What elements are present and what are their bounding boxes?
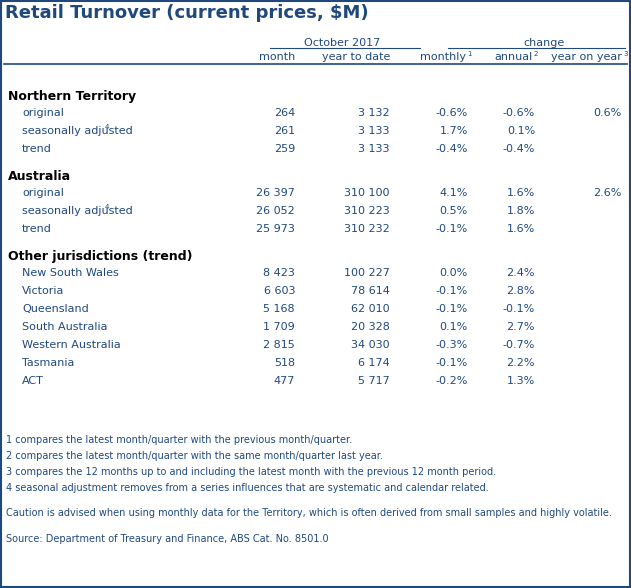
Text: 2.8%: 2.8% [507,286,535,296]
Text: trend: trend [22,144,52,154]
Text: 6 603: 6 603 [264,286,295,296]
Text: -0.3%: -0.3% [436,340,468,350]
Text: 2.7%: 2.7% [507,322,535,332]
Text: 1.8%: 1.8% [507,206,535,216]
Text: 477: 477 [274,376,295,386]
Text: -0.4%: -0.4% [435,144,468,154]
Text: original: original [22,108,64,118]
Text: -0.1%: -0.1% [503,304,535,314]
Text: -0.2%: -0.2% [435,376,468,386]
Text: -0.6%: -0.6% [503,108,535,118]
Text: 5 717: 5 717 [358,376,390,386]
Text: 310 100: 310 100 [345,188,390,198]
Text: original: original [22,188,64,198]
Text: Other jurisdictions (trend): Other jurisdictions (trend) [8,250,192,263]
Text: Retail Turnover (current prices, $M): Retail Turnover (current prices, $M) [5,4,369,22]
Text: year to date: year to date [322,52,390,62]
Text: 5 168: 5 168 [263,304,295,314]
Text: 1.6%: 1.6% [507,224,535,234]
Text: Caution is advised when using monthly data for the Territory, which is often der: Caution is advised when using monthly da… [6,508,612,518]
Text: 2: 2 [534,51,538,57]
Text: 0.1%: 0.1% [507,126,535,136]
Text: 4: 4 [105,124,109,130]
Text: 3 133: 3 133 [358,144,390,154]
Text: 3: 3 [623,51,627,57]
Text: New South Wales: New South Wales [22,268,119,278]
Text: 3 compares the 12 months up to and including the latest month with the previous : 3 compares the 12 months up to and inclu… [6,467,496,477]
Text: 4 seasonal adjustment removes from a series influences that are systematic and c: 4 seasonal adjustment removes from a ser… [6,483,489,493]
Text: 2 815: 2 815 [263,340,295,350]
Text: Source: Department of Treasury and Finance, ABS Cat. No. 8501.0: Source: Department of Treasury and Finan… [6,534,329,544]
Text: seasonally adjusted: seasonally adjusted [22,206,133,216]
Text: 259: 259 [274,144,295,154]
Text: 3 132: 3 132 [358,108,390,118]
Text: 78 614: 78 614 [351,286,390,296]
Text: seasonally adjusted: seasonally adjusted [22,126,133,136]
Text: -0.4%: -0.4% [503,144,535,154]
Text: 518: 518 [274,358,295,368]
Text: 6 174: 6 174 [358,358,390,368]
Text: 1: 1 [467,51,471,57]
Text: Australia: Australia [8,170,71,183]
Text: 264: 264 [274,108,295,118]
Text: -0.1%: -0.1% [436,304,468,314]
Text: Western Australia: Western Australia [22,340,121,350]
Text: Queensland: Queensland [22,304,89,314]
Text: 1 709: 1 709 [263,322,295,332]
Text: 62 010: 62 010 [351,304,390,314]
Text: 20 328: 20 328 [351,322,390,332]
Text: -0.1%: -0.1% [436,358,468,368]
Text: change: change [523,38,565,48]
Text: 261: 261 [274,126,295,136]
Text: Victoria: Victoria [22,286,64,296]
Text: October 2017: October 2017 [304,38,380,48]
Text: 34 030: 34 030 [351,340,390,350]
Text: 100 227: 100 227 [344,268,390,278]
Text: 25 973: 25 973 [256,224,295,234]
Text: 1.3%: 1.3% [507,376,535,386]
Text: year on year: year on year [551,52,622,62]
Text: 310 232: 310 232 [345,224,390,234]
Text: -0.6%: -0.6% [436,108,468,118]
Text: 1.7%: 1.7% [440,126,468,136]
Text: ACT: ACT [22,376,44,386]
Text: Northern Territory: Northern Territory [8,90,136,103]
Text: 0.1%: 0.1% [440,322,468,332]
Text: 2 compares the latest month/quarter with the same month/quarter last year.: 2 compares the latest month/quarter with… [6,451,383,461]
Text: 1 compares the latest month/quarter with the previous month/quarter.: 1 compares the latest month/quarter with… [6,435,352,445]
Text: 4.1%: 4.1% [440,188,468,198]
Text: 2.4%: 2.4% [507,268,535,278]
Text: 26 397: 26 397 [256,188,295,198]
Text: annual: annual [495,52,533,62]
Text: 2.2%: 2.2% [507,358,535,368]
Text: -0.1%: -0.1% [436,286,468,296]
Text: 2.6%: 2.6% [594,188,622,198]
Text: -0.7%: -0.7% [503,340,535,350]
Text: 1.6%: 1.6% [507,188,535,198]
Text: Tasmania: Tasmania [22,358,74,368]
Text: South Australia: South Australia [22,322,107,332]
Text: monthly: monthly [420,52,466,62]
Text: 0.6%: 0.6% [594,108,622,118]
Text: month: month [259,52,295,62]
Text: 0.0%: 0.0% [440,268,468,278]
Text: 4: 4 [105,204,109,210]
Text: trend: trend [22,224,52,234]
Text: 3 133: 3 133 [358,126,390,136]
Text: 26 052: 26 052 [256,206,295,216]
Text: 310 223: 310 223 [345,206,390,216]
Text: -0.1%: -0.1% [436,224,468,234]
Text: 0.5%: 0.5% [440,206,468,216]
Text: 8 423: 8 423 [263,268,295,278]
